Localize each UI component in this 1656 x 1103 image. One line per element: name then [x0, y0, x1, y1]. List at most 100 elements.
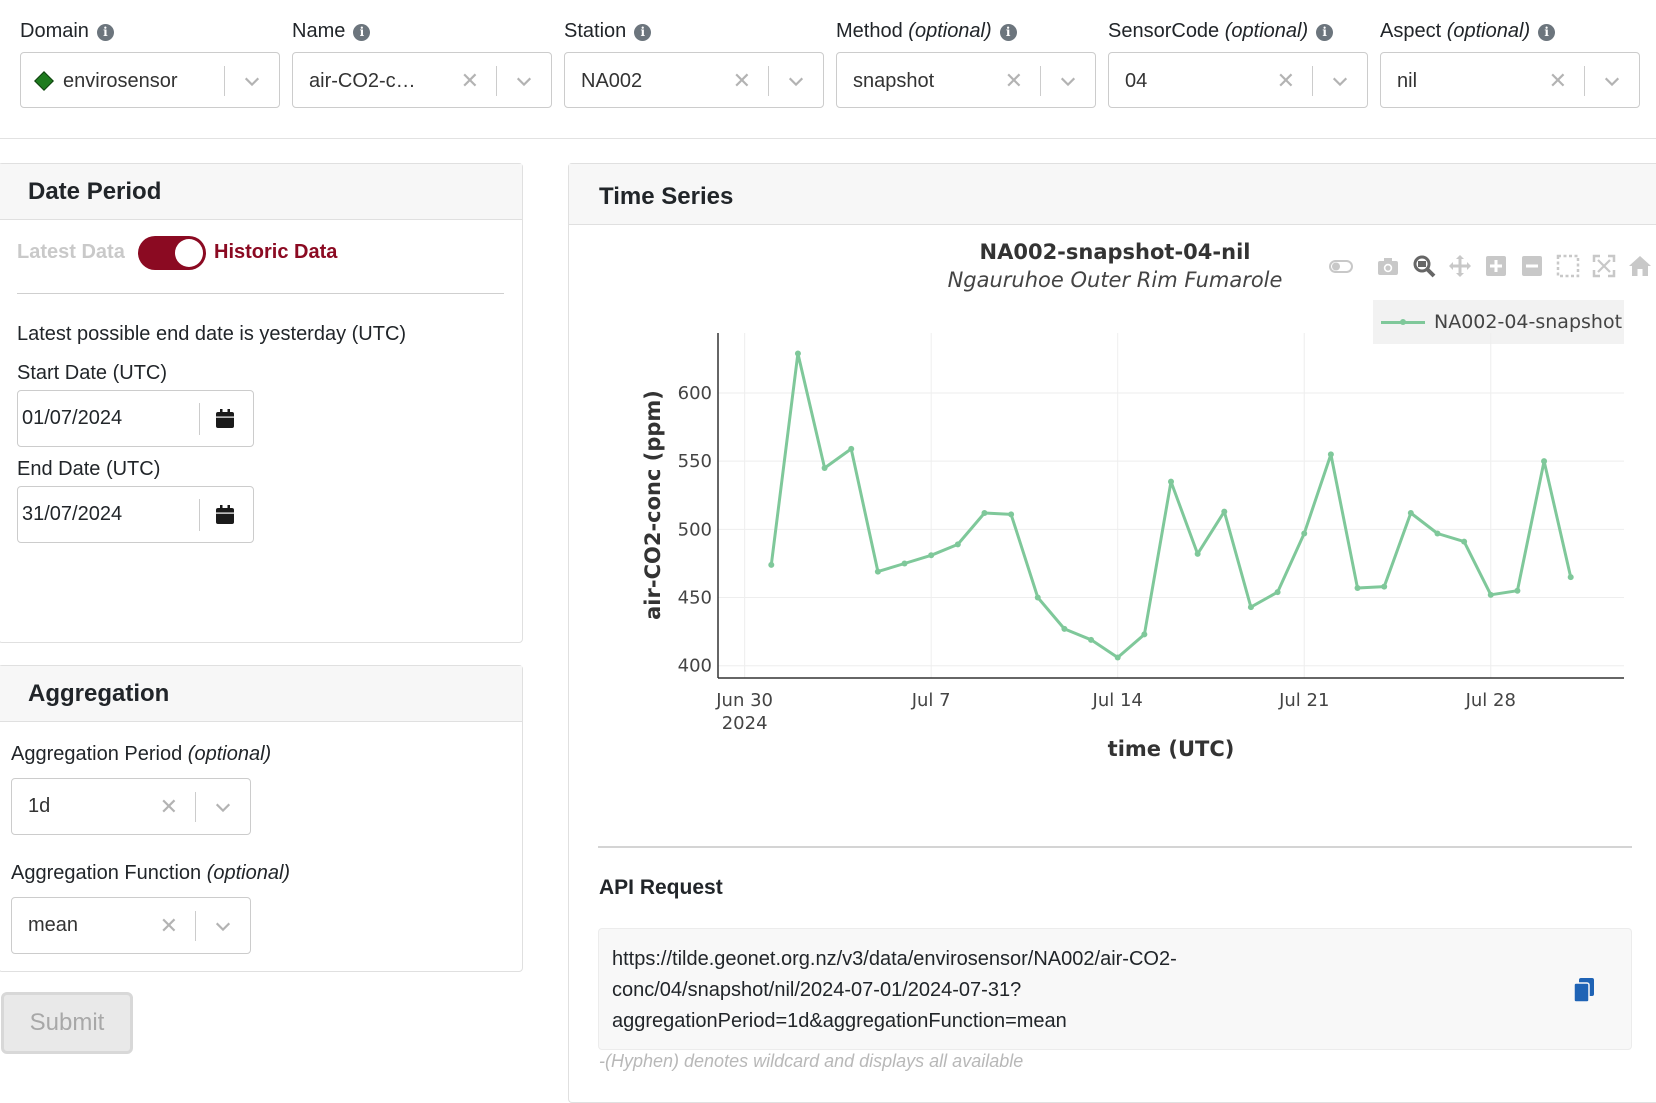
api-url-line[interactable]: https://tilde.geonet.org.nz/v3/data/envi… [612, 948, 1177, 970]
data-point [1381, 583, 1388, 590]
aggregation-function-select[interactable]: mean ✕ [11, 897, 251, 954]
select-separator [224, 66, 225, 96]
select-separator [768, 66, 769, 96]
clear-icon[interactable]: ✕ [159, 794, 178, 819]
box-select-icon[interactable] [1556, 254, 1580, 278]
chevron-down-icon[interactable] [214, 917, 232, 935]
select-value: mean [28, 914, 79, 936]
optional-label: (optional) [908, 20, 992, 42]
aggregation-function-label: Aggregation Function (optional) [11, 862, 290, 885]
select-value: NA002 [581, 70, 643, 92]
clear-icon[interactable]: ✕ [460, 68, 479, 93]
filter-label: Station [564, 20, 627, 42]
filter-name: Name i air-CO2-c… ✕ [292, 18, 552, 110]
api-request-box: https://tilde.geonet.org.nz/v3/data/envi… [598, 928, 1632, 1050]
card-title: Date Period [28, 178, 162, 205]
zoom-in-icon[interactable] [1484, 254, 1508, 278]
y-tick-label: 550 [678, 451, 712, 472]
label-text: Aggregation Period [11, 743, 183, 765]
data-point [1168, 478, 1174, 485]
aggregation-period-select[interactable]: 1d ✕ [11, 778, 251, 835]
filter-label: Method [836, 20, 903, 42]
autoscale-icon[interactable] [1592, 254, 1616, 278]
x-tick-label: Jul 21 [1278, 690, 1329, 711]
calendar-icon[interactable] [214, 408, 236, 430]
method-select[interactable]: snapshot ✕ [836, 52, 1096, 108]
info-icon[interactable]: i [999, 24, 1017, 41]
copy-icon[interactable] [1572, 977, 1596, 1003]
clear-icon[interactable]: ✕ [159, 913, 178, 938]
zoom-icon[interactable] [1412, 254, 1436, 278]
info-icon[interactable]: i [1538, 24, 1556, 41]
chart-legend[interactable]: NA002-04-snapshot [1373, 300, 1624, 344]
filter-label: Domain [20, 20, 89, 42]
zoom-out-icon[interactable] [1520, 254, 1544, 278]
toggle-icon[interactable] [1329, 254, 1353, 278]
historic-toggle[interactable] [138, 236, 206, 270]
clear-icon[interactable]: ✕ [1004, 68, 1023, 93]
api-url-line[interactable]: aggregationPeriod=1d&aggregationFunction… [612, 1010, 1067, 1032]
y-tick-label: 500 [678, 519, 712, 540]
filter-label: Name [292, 20, 346, 42]
aggregation-period-label: Aggregation Period (optional) [11, 743, 271, 766]
chevron-down-icon[interactable] [1331, 72, 1349, 90]
data-point [768, 561, 775, 568]
chevron-down-icon[interactable] [1059, 72, 1077, 90]
card-header: Aggregation [0, 666, 522, 722]
name-select[interactable]: air-CO2-c… ✕ [292, 52, 552, 108]
card-title: Aggregation [28, 680, 170, 707]
api-request-title: API Request [599, 876, 723, 899]
data-point [1354, 585, 1361, 591]
start-date-input[interactable]: 01/07/2024 [17, 390, 254, 447]
data-point [1247, 604, 1254, 611]
latest-data-label[interactable]: Latest Data [17, 241, 125, 263]
select-separator [496, 66, 497, 96]
data-point [1034, 594, 1041, 601]
chevron-down-icon[interactable] [1603, 72, 1621, 90]
station-select[interactable]: NA002 ✕ [564, 52, 824, 108]
sensorcode-select[interactable]: 04 ✕ [1108, 52, 1368, 108]
info-icon[interactable]: i [634, 24, 652, 41]
camera-icon[interactable] [1376, 254, 1400, 278]
data-point [1008, 511, 1015, 518]
filter-sensorcode: SensorCode (optional) i 04 ✕ [1108, 18, 1368, 110]
chevron-down-icon[interactable] [243, 72, 261, 90]
input-separator [199, 403, 200, 435]
x-tick-label: Jul 14 [1092, 690, 1143, 711]
select-value: air-CO2-c… [309, 70, 416, 92]
aspect-select[interactable]: nil ✕ [1380, 52, 1640, 108]
x-tick-label: Jun 30 [715, 690, 773, 711]
y-axis-label: air-CO2-conc (ppm) [641, 390, 665, 620]
chevron-down-icon[interactable] [787, 72, 805, 90]
y-tick-label: 400 [678, 656, 712, 677]
chevron-down-icon[interactable] [214, 798, 232, 816]
info-icon[interactable]: i [1316, 24, 1334, 41]
api-url-line[interactable]: conc/04/snapshot/nil/2024-07-01/2024-07-… [612, 979, 1022, 1001]
home-icon[interactable] [1628, 254, 1652, 278]
data-point [901, 560, 908, 567]
data-point [1514, 587, 1521, 594]
domain-select[interactable]: envirosensor [20, 52, 280, 108]
select-value: 1d [28, 795, 51, 817]
clear-icon[interactable]: ✕ [732, 68, 751, 93]
pan-icon[interactable] [1448, 254, 1472, 278]
plot-title: NA002-snapshot-04-nil [979, 240, 1251, 264]
card-header: Date Period [0, 164, 522, 220]
x-tick-sublabel: 2024 [722, 713, 768, 734]
chevron-down-icon[interactable] [515, 72, 533, 90]
data-point [1567, 574, 1574, 581]
info-icon[interactable]: i [96, 24, 114, 41]
submit-button[interactable]: Submit [1, 992, 133, 1054]
info-icon[interactable]: i [353, 24, 371, 41]
filter-method: Method (optional) i snapshot ✕ [836, 18, 1096, 110]
clear-icon[interactable]: ✕ [1276, 68, 1295, 93]
plot-subtitle: Ngauruhoe Outer Rim Fumarole [947, 268, 1283, 292]
data-point [794, 350, 801, 357]
end-date-input[interactable]: 31/07/2024 [17, 486, 254, 543]
optional-label: (optional) [187, 743, 272, 765]
historic-data-label[interactable]: Historic Data [214, 241, 338, 263]
x-tick-label: Jul 7 [911, 690, 951, 711]
calendar-icon[interactable] [214, 504, 236, 526]
clear-icon[interactable]: ✕ [1548, 68, 1567, 93]
